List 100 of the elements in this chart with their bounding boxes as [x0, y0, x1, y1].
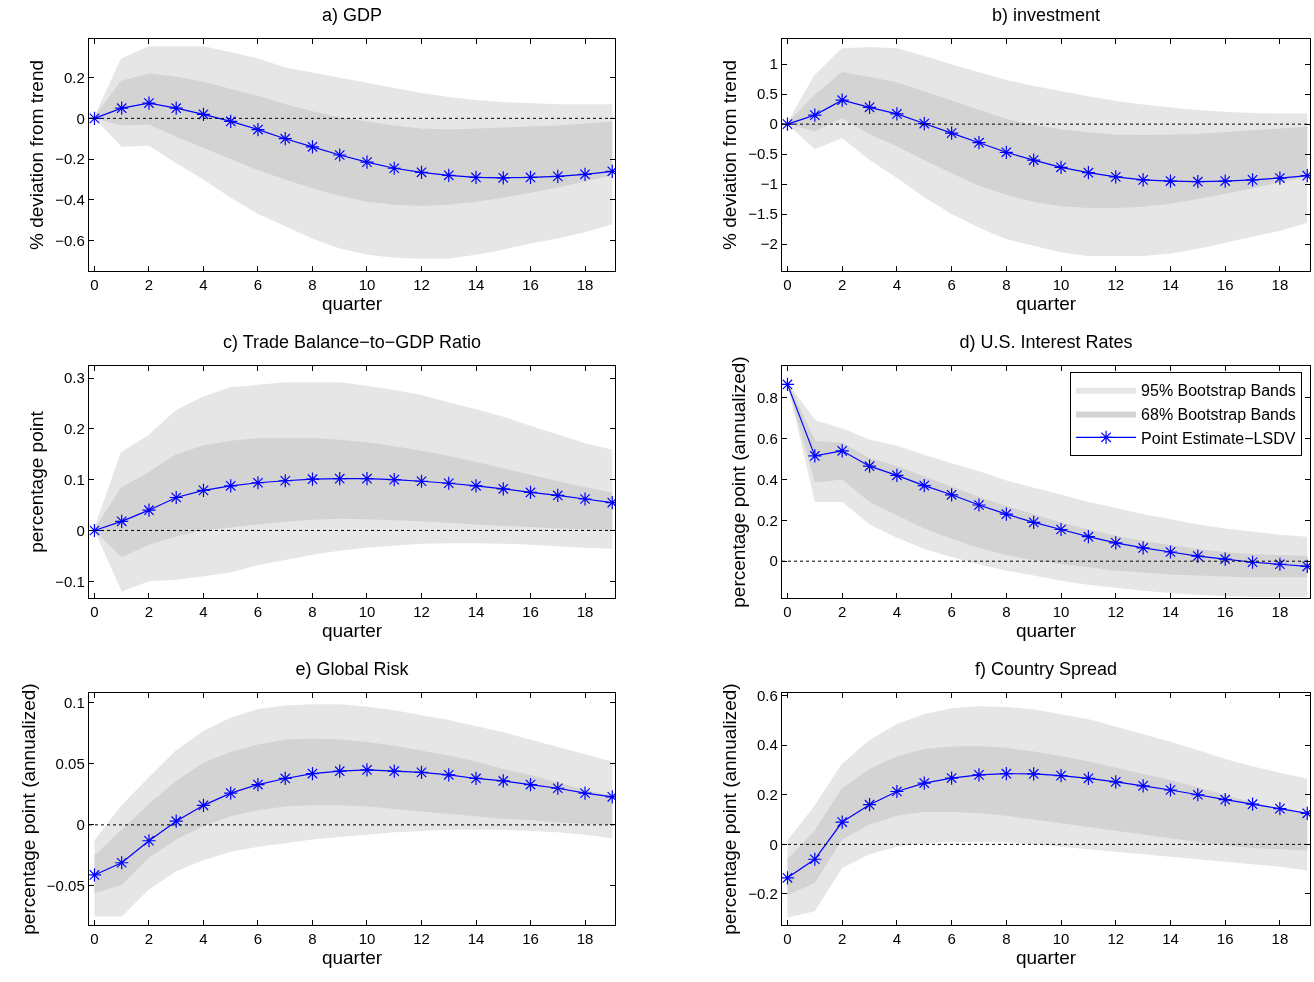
y-tick-label: 0.1: [63, 470, 85, 488]
x-tick-label: 8: [308, 276, 317, 294]
y-tick-label: −0.1: [55, 572, 85, 590]
x-tick-label: 2: [838, 276, 847, 294]
x-tick-label: 4: [892, 930, 902, 948]
point: [196, 107, 211, 122]
point: [141, 95, 157, 111]
point: [1026, 515, 1041, 530]
point: [1053, 522, 1069, 537]
point: [889, 106, 905, 122]
x-tick-label: 12: [1107, 930, 1125, 948]
x-tick-label: 16: [522, 603, 539, 621]
y-axis-title: % deviation from trend: [719, 59, 741, 251]
x-tick-label: 12: [413, 276, 430, 294]
x-tick-label: 8: [308, 603, 317, 621]
x-tick-label: 2: [144, 603, 154, 621]
point: [468, 478, 484, 494]
point: [889, 468, 905, 483]
point: [834, 92, 850, 108]
x-tick-label: 4: [892, 603, 902, 621]
point: [577, 785, 593, 801]
point: [1108, 535, 1123, 551]
x-axis-title: quarter: [321, 293, 383, 315]
y-axis-title: percentage point (annualized): [727, 356, 749, 608]
x-axis-title: quarter: [1015, 293, 1077, 315]
chart-title: d) U.S. Interest Rates: [959, 331, 1133, 352]
x-tick-label: 2: [144, 276, 154, 294]
x-tick-label: 10: [1052, 276, 1070, 294]
point: [441, 476, 456, 491]
point: [1245, 172, 1260, 188]
point: [1272, 801, 1288, 816]
point: [169, 490, 184, 505]
point: [223, 478, 238, 494]
point: [305, 766, 320, 781]
y-tick-label: −0.6: [55, 231, 85, 249]
x-tick-label: 0: [90, 930, 99, 948]
y-tick-label: 0.6: [756, 686, 778, 704]
point: [523, 777, 538, 792]
point: [196, 798, 211, 813]
point: [1026, 152, 1041, 168]
point: [862, 458, 877, 474]
x-tick-label: 0: [783, 276, 792, 294]
point: [917, 775, 932, 791]
point: [971, 767, 987, 783]
x-tick-label: 6: [947, 276, 956, 294]
point: [141, 833, 157, 848]
point: [807, 448, 823, 464]
point: [807, 852, 823, 867]
point: [359, 762, 375, 778]
point: [1190, 787, 1206, 802]
x-tick-label: 2: [838, 603, 847, 621]
x-tick-label: 6: [253, 603, 263, 621]
point: [577, 491, 593, 507]
point: [889, 784, 905, 799]
point: [89, 523, 102, 538]
y-tick-label: −0.05: [46, 877, 85, 895]
point: [577, 167, 593, 182]
point: [1081, 165, 1096, 180]
point: [250, 475, 266, 490]
y-tick-label: 0: [769, 552, 778, 570]
x-tick-label: 18: [576, 603, 594, 621]
x-tick-label: 8: [1002, 930, 1011, 948]
x-tick-label: 0: [90, 603, 99, 621]
y-tick-label: 0.2: [63, 420, 85, 438]
point: [834, 814, 850, 830]
x-tick-label: 14: [1162, 930, 1179, 948]
x-tick-label: 18: [576, 930, 594, 948]
point: [1108, 169, 1123, 185]
x-tick-label: 12: [1107, 603, 1125, 621]
point: [782, 870, 795, 886]
y-tick-label: 0: [76, 521, 85, 539]
point: [971, 135, 987, 150]
legend-label: 68% Bootstrap Bands: [1141, 405, 1296, 423]
point: [1108, 774, 1123, 790]
point: [917, 478, 932, 493]
y-axis-title: % deviation from trend: [26, 59, 48, 251]
point: [414, 765, 429, 780]
y-tick-label: 0.2: [756, 785, 778, 803]
x-axis-title: quarter: [1015, 947, 1077, 969]
chart-title: f) Country Spread: [974, 658, 1118, 679]
point: [496, 773, 511, 789]
point: [441, 168, 456, 183]
x-tick-label: 10: [358, 930, 376, 948]
point: [114, 855, 129, 870]
y-tick-label: 0: [769, 115, 778, 133]
chart-title: e) Global Risk: [295, 658, 410, 679]
point: [1135, 172, 1151, 188]
point: [1245, 796, 1260, 812]
y-tick-label: 0: [769, 835, 778, 853]
x-tick-label: 14: [467, 603, 485, 621]
x-tick-label: 16: [522, 276, 539, 294]
y-tick-label: 0.4: [756, 736, 778, 754]
y-tick-label: 0.5: [756, 85, 778, 103]
x-tick-label: 16: [1216, 930, 1234, 948]
x-axis-title: quarter: [321, 620, 383, 642]
point: [1053, 160, 1069, 175]
point: [944, 770, 959, 786]
point: [1272, 170, 1288, 186]
y-tick-label: 0.1: [63, 694, 85, 712]
legend-label: Point Estimate−LSDV: [1141, 429, 1296, 447]
